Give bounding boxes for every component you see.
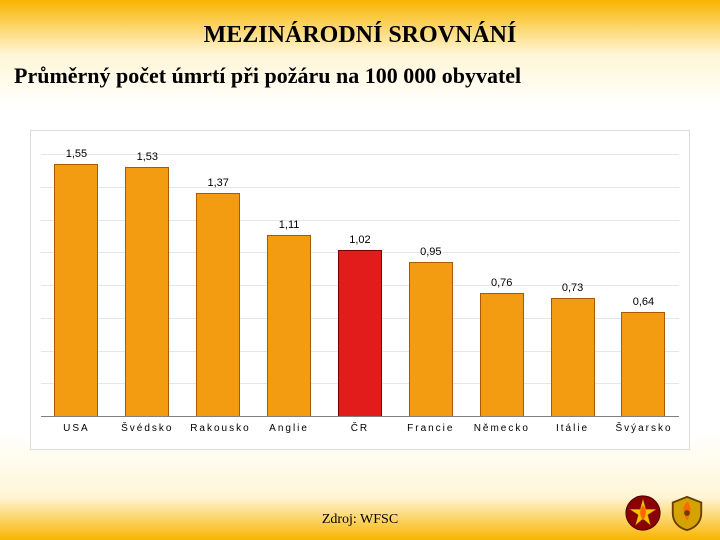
bar-rect (338, 250, 382, 417)
x-axis-label: Švýarsko (615, 417, 671, 434)
bar-chart: 1,55 1,53 1,37 1,11 1,02 0,95 0,76 0,73 0,64 USA… (30, 130, 690, 450)
bar-value-label: 0,95 (420, 246, 441, 258)
bar-value-label: 0,76 (491, 277, 512, 289)
chart-bar: 1,55 (48, 141, 104, 417)
x-axis-label: Francie (403, 417, 459, 434)
chart-plot-area: 1,55 1,53 1,37 1,11 1,02 0,95 0,76 0,73 0,64 (41, 141, 679, 417)
x-axis-label: Anglie (261, 417, 317, 434)
x-axis-label: Itálie (545, 417, 601, 434)
source-note: Zdroj: WFSC (0, 512, 720, 528)
bar-value-label: 0,64 (633, 296, 654, 308)
bar-rect (621, 312, 665, 417)
chart-bars: 1,55 1,53 1,37 1,11 1,02 0,95 0,76 0,73 0,64 (41, 141, 679, 417)
emblem-flame-icon (624, 494, 662, 532)
page-subtitle: Průměrný počet úmrtí při požáru na 100 0… (0, 49, 720, 89)
bar-rect (480, 293, 524, 417)
bar-value-label: 1,53 (137, 151, 158, 163)
bar-value-label: 0,73 (562, 282, 583, 294)
chart-bar: 0,95 (403, 141, 459, 417)
slide: MEZINÁRODNÍ SROVNÁNÍ Průměrný počet úmrt… (0, 0, 720, 540)
bar-rect (125, 167, 169, 417)
x-axis-label: Rakousko (190, 417, 246, 434)
bar-value-label: 1,11 (279, 219, 300, 231)
chart-bar: 1,02 (332, 141, 388, 417)
bar-rect (196, 193, 240, 417)
bar-rect (267, 235, 311, 417)
chart-bar: 0,76 (474, 141, 530, 417)
chart-bar: 1,53 (119, 141, 175, 417)
x-axis-label: ČR (332, 417, 388, 434)
emblem-shield-icon (668, 494, 706, 532)
x-axis-label: Švédsko (119, 417, 175, 434)
bar-value-label: 1,02 (349, 234, 370, 246)
bar-value-label: 1,37 (207, 177, 228, 189)
chart-bar: 1,37 (190, 141, 246, 417)
x-axis-label: USA (48, 417, 104, 434)
chart-bar: 0,73 (545, 141, 601, 417)
bar-rect (54, 164, 98, 417)
chart-x-axis: USA Švédsko Rakousko Anglie ČR Francie Německo… (41, 417, 679, 449)
bar-rect (409, 262, 453, 417)
chart-bar: 1,11 (261, 141, 317, 417)
footer-logos (624, 494, 706, 532)
chart-bar: 0,64 (615, 141, 671, 417)
bar-value-label: 1,55 (66, 148, 87, 160)
x-axis-label: Německo (474, 417, 530, 434)
page-title: MEZINÁRODNÍ SROVNÁNÍ (0, 0, 720, 49)
bar-rect (551, 298, 595, 417)
